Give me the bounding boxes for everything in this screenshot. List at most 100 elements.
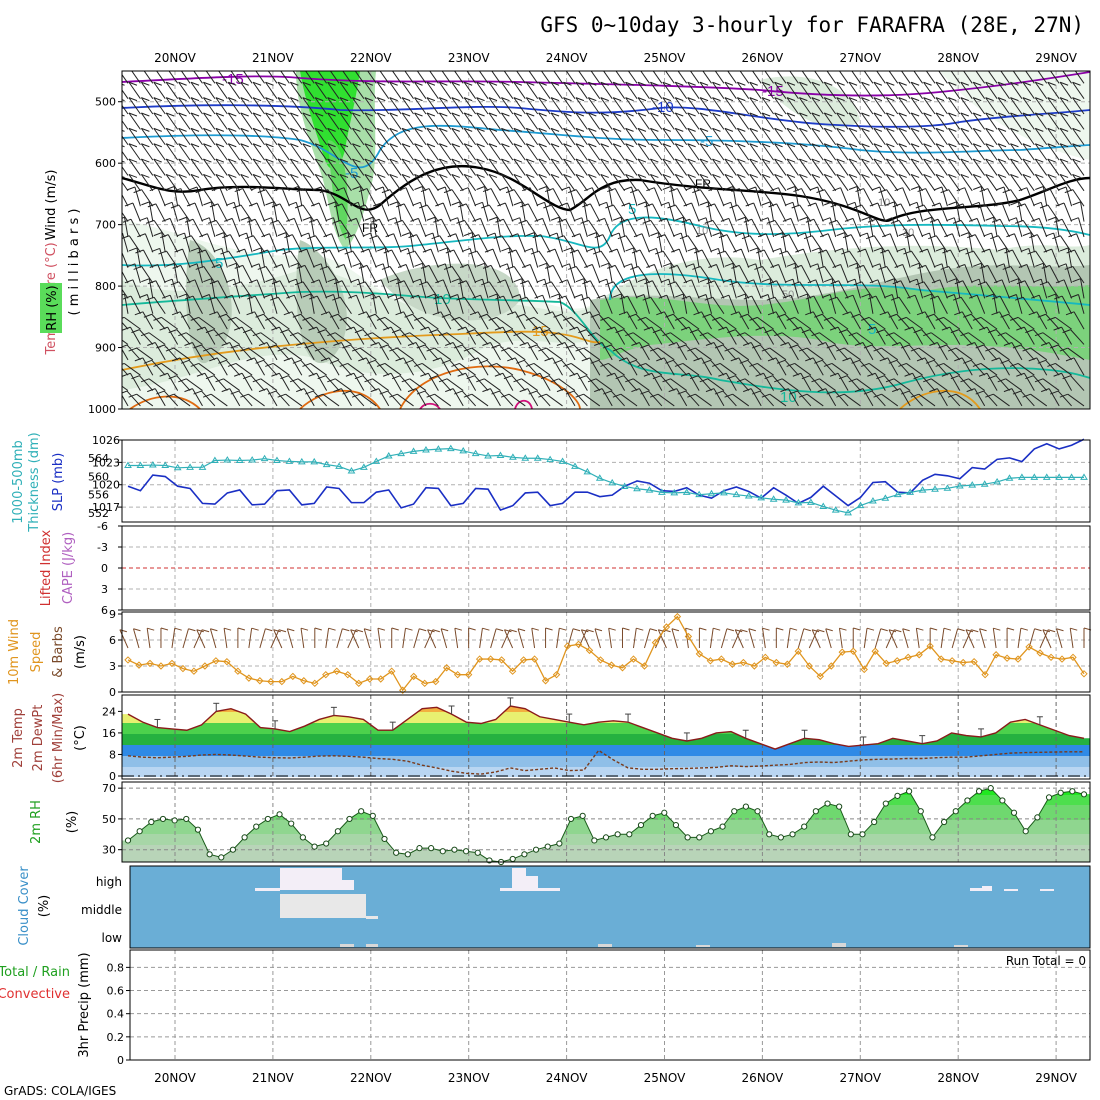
wind-barb-flag (594, 388, 603, 393)
wind-barb (948, 189, 961, 207)
wind-barb (227, 158, 241, 176)
wind-barb-flag (865, 235, 875, 240)
wind-barb (943, 316, 961, 330)
wind-barb (378, 388, 390, 407)
surface-wind-barb (709, 628, 714, 649)
wind-barb-flag (476, 143, 485, 148)
wind-barb-flag (766, 296, 776, 301)
wind-barb (811, 112, 824, 130)
wind-barb-flag (736, 332, 746, 337)
wind-barb (804, 232, 812, 253)
wind-barb-flag (439, 112, 448, 117)
wind-barb (484, 263, 489, 284)
wind-barb (267, 249, 278, 268)
wind-barb-flag (156, 390, 165, 395)
surface-wind-barb-flag (979, 628, 987, 632)
wind-barb-flag (946, 217, 955, 222)
wind-barb (359, 186, 365, 207)
wind-barb-flag (598, 278, 607, 283)
wind-barb (761, 97, 775, 115)
wind-barb (641, 233, 650, 253)
thickness-point (1018, 473, 1026, 480)
wind-barb (848, 143, 861, 161)
wind-barb-flag (630, 265, 639, 270)
wind-barb (289, 97, 303, 115)
wind-barb-flag (339, 81, 349, 86)
wind-barb (612, 97, 626, 115)
wind-barb-flag (302, 112, 311, 117)
wind-barb (352, 158, 365, 176)
wind-barb-flag (743, 388, 752, 393)
wind-barb-flag (230, 344, 239, 349)
wind-barb-flag (1014, 219, 1024, 224)
wind-barb-flag (1037, 359, 1046, 364)
wind-barb (724, 250, 737, 268)
wind-barb (649, 97, 663, 115)
surface-wind-barb-flag (251, 627, 259, 631)
wind-barb-flag (749, 97, 758, 102)
wind-barb (227, 128, 241, 146)
wind-barb (583, 347, 601, 361)
wind-barb (576, 372, 588, 391)
wind-barb (302, 143, 315, 161)
wind-barb-flag (525, 362, 535, 367)
wind-barb-flag (389, 278, 398, 283)
surface-wind-barb (608, 628, 612, 649)
wind-barb (1053, 232, 1060, 253)
rh-point (556, 840, 563, 847)
wind-barb-flag (997, 81, 1007, 86)
wind-barb (730, 279, 737, 299)
wind-barb (935, 97, 948, 115)
wind-barb-flag (226, 278, 235, 283)
wind-barb-flag (456, 296, 465, 301)
wind-barb-flag (652, 329, 662, 334)
wind-barb (736, 81, 750, 99)
wind-barb (589, 311, 601, 330)
wind-barb (393, 233, 402, 253)
wind-barb-flag (367, 313, 376, 318)
wind-barb (589, 280, 601, 299)
wind-speed-point (871, 647, 879, 655)
wind-barb (389, 189, 402, 207)
wind-barb-flag (551, 67, 559, 70)
wind-barb (662, 81, 675, 99)
wind-barb-flag (946, 294, 955, 298)
wind-barb (749, 143, 762, 161)
wind-barb-flag (410, 294, 419, 299)
wind-barb-flag (608, 248, 618, 253)
wind-barb-flag (317, 329, 326, 334)
wind-barb-flag (255, 359, 264, 364)
wind-barb (440, 311, 452, 330)
wind-barb (173, 393, 191, 407)
wind-barb (503, 295, 514, 314)
ylabel-cloud-2: (%) (37, 895, 52, 918)
rh-point (381, 835, 388, 843)
wind-barb-flag (153, 112, 162, 117)
wind-barb-flag (590, 359, 600, 364)
wind-barb-flag (135, 249, 144, 254)
wind-barb (823, 174, 837, 192)
wind-barb (751, 295, 762, 314)
wind-barb (302, 158, 315, 176)
wind-barb (739, 71, 750, 84)
wind-barb-flag (457, 372, 466, 377)
wind-barb (161, 316, 178, 330)
wind-barb (997, 174, 1010, 192)
wind-barb-flag (699, 278, 709, 283)
wind-barb-flag (818, 249, 827, 254)
wind-barb-flag (240, 293, 249, 298)
wind-barb (755, 186, 762, 207)
wind-barb (273, 201, 278, 222)
wind-barb-flag (302, 127, 311, 132)
wind-barb-flag (265, 278, 274, 283)
wind-barb (409, 378, 427, 391)
wind-barb-flag (495, 295, 504, 300)
wind-barb (454, 71, 464, 84)
wind-barb (194, 202, 203, 222)
wind-barb-flag (1059, 143, 1069, 148)
slp-panel-frame (121, 439, 1091, 523)
wind-barb-flag (675, 216, 684, 221)
wind-barb (985, 281, 998, 299)
surface-wind-barb-flag (377, 627, 386, 631)
wind-barb-flag (687, 393, 696, 398)
